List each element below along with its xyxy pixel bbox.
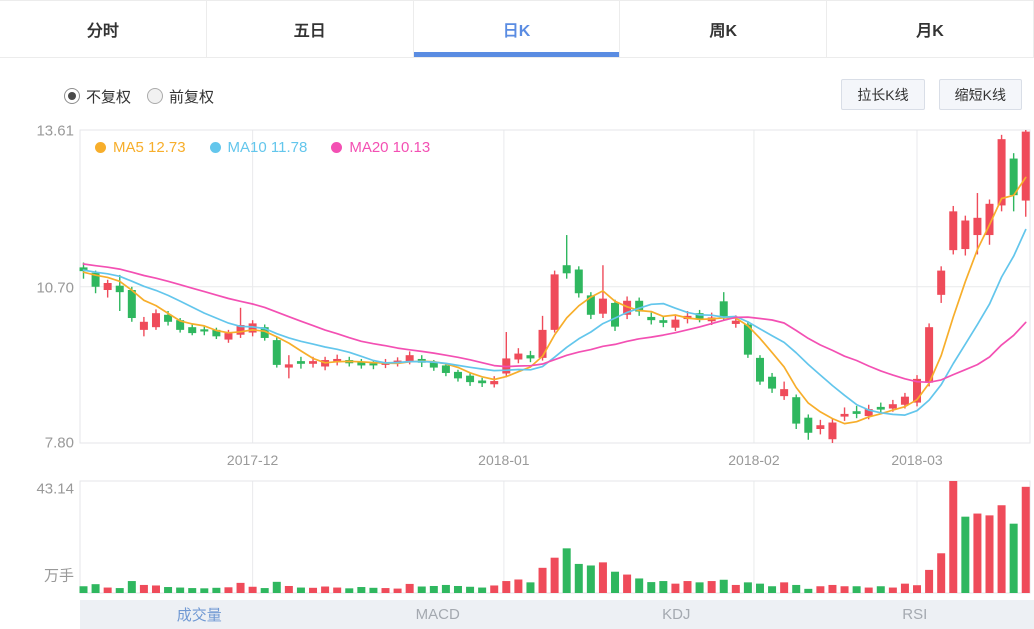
price-axis-max-label: 13.61 <box>36 122 74 140</box>
tab-minute-label: 分时 <box>86 23 119 40</box>
volume-bars <box>79 481 1030 593</box>
active-tab-underline <box>413 52 620 57</box>
tab-weekly-k[interactable]: 周K <box>620 1 828 57</box>
ma10-line <box>82 228 1027 416</box>
volume-axis-max-label: 43.14 <box>36 480 74 498</box>
radio-forward-adjustment[interactable]: 前复权 <box>147 86 214 107</box>
indicator-tabbar: 成交量 MACD KDJ RSI <box>80 600 1034 629</box>
ma20-line <box>82 263 1027 384</box>
tab-rsi-indicator[interactable]: RSI <box>902 606 928 623</box>
tab-daily-k-label: 日K <box>502 23 531 40</box>
radio-no-adjustment[interactable]: 不复权 <box>64 86 131 107</box>
ma10-legend-label: MA10 11.78 <box>227 139 308 156</box>
x-axis-label: 2018-01 <box>478 452 530 468</box>
price-axis-mid-label: 10.70 <box>36 279 74 297</box>
radio-circle-icon <box>147 88 164 104</box>
ma10-legend-item: MA10 11.78 <box>209 139 308 156</box>
radio-no-adjustment-label: 不复权 <box>86 88 132 106</box>
period-tabbar: 分时 五日 日K 周K 月K <box>0 0 1034 58</box>
x-axis-label: 2018-02 <box>728 452 780 468</box>
pane-borders <box>79 129 1031 594</box>
x-axis-label: 2018-03 <box>891 452 943 468</box>
kline-scale-buttons: 拉长K线 缩短K线 <box>841 79 1022 110</box>
ma20-legend-label: MA20 10.13 <box>349 139 431 156</box>
candlesticks <box>79 130 1030 443</box>
chart-controls-row: 不复权 前复权 拉长K线 缩短K线 <box>0 79 1034 113</box>
volume-unit-label: 万手 <box>43 567 74 585</box>
tab-kdj-indicator[interactable]: KDJ <box>662 606 691 623</box>
ma5-line <box>82 176 1027 425</box>
tab-minute[interactable]: 分时 <box>0 1 207 57</box>
ma10-dot-icon <box>209 142 221 153</box>
price-axis-min-label: 7.80 <box>44 434 74 452</box>
ma20-dot-icon <box>331 142 343 153</box>
ma5-dot-icon <box>95 142 106 153</box>
adjustment-radio-group: 不复权 前复权 <box>64 79 214 113</box>
ma5-legend-label: MA5 12.73 <box>113 139 186 156</box>
tab-weekly-k-label: 周K <box>709 23 738 40</box>
stretch-kline-button[interactable]: 拉长K线 <box>841 79 925 110</box>
ma20-legend-item: MA20 10.13 <box>331 139 430 156</box>
tab-monthly-k[interactable]: 月K <box>827 1 1034 57</box>
ma-legend: MA5 12.73 MA10 11.78 MA20 10.13 <box>95 139 430 156</box>
tab-daily-k[interactable]: 日K <box>413 1 621 57</box>
shrink-kline-button[interactable]: 缩短K线 <box>938 79 1022 110</box>
chart-gridlines <box>80 130 1030 593</box>
tab-macd-indicator[interactable]: MACD <box>415 606 460 623</box>
radio-circle-icon <box>64 88 80 104</box>
ma5-legend-item: MA5 12.73 <box>95 139 186 156</box>
tab-five-day-label: 五日 <box>293 23 326 40</box>
radio-forward-adjustment-label: 前复权 <box>169 88 215 106</box>
tab-monthly-k-label: 月K <box>916 23 944 40</box>
tab-five-day[interactable]: 五日 <box>207 1 414 57</box>
x-axis-label: 2017-12 <box>226 452 279 468</box>
tab-volume-indicator[interactable]: 成交量 <box>176 607 222 624</box>
